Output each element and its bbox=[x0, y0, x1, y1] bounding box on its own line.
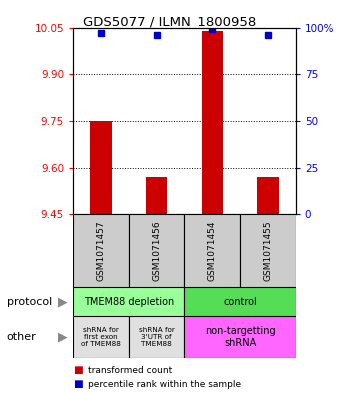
Bar bbox=[240, 214, 296, 287]
Bar bbox=[184, 316, 296, 358]
Text: other: other bbox=[7, 332, 36, 342]
Bar bbox=[257, 177, 278, 214]
Bar bbox=[129, 214, 185, 287]
Bar bbox=[73, 214, 129, 287]
Bar bbox=[146, 177, 167, 214]
Text: GSM1071454: GSM1071454 bbox=[208, 220, 217, 281]
Bar bbox=[73, 316, 129, 358]
Text: transformed count: transformed count bbox=[88, 366, 173, 375]
Text: GSM1071456: GSM1071456 bbox=[152, 220, 161, 281]
Text: GSM1071455: GSM1071455 bbox=[264, 220, 272, 281]
Text: ■: ■ bbox=[73, 379, 83, 389]
Bar bbox=[90, 121, 112, 214]
Text: GSM1071457: GSM1071457 bbox=[97, 220, 105, 281]
Text: ■: ■ bbox=[73, 365, 83, 375]
Text: shRNA for
3'UTR of
TMEM88: shRNA for 3'UTR of TMEM88 bbox=[139, 327, 174, 347]
Text: protocol: protocol bbox=[7, 297, 52, 307]
Bar bbox=[184, 214, 240, 287]
Text: shRNA for
first exon
of TMEM88: shRNA for first exon of TMEM88 bbox=[81, 327, 121, 347]
Text: TMEM88 depletion: TMEM88 depletion bbox=[84, 297, 174, 307]
Bar bbox=[202, 31, 223, 214]
Text: percentile rank within the sample: percentile rank within the sample bbox=[88, 380, 241, 389]
Text: ▶: ▶ bbox=[58, 295, 68, 308]
Bar bbox=[184, 287, 296, 316]
Text: control: control bbox=[223, 297, 257, 307]
Text: GDS5077 / ILMN_1800958: GDS5077 / ILMN_1800958 bbox=[83, 15, 257, 28]
Bar bbox=[73, 287, 184, 316]
Bar bbox=[129, 316, 185, 358]
Text: ▶: ▶ bbox=[58, 331, 68, 343]
Text: non-targetting
shRNA: non-targetting shRNA bbox=[205, 326, 275, 348]
